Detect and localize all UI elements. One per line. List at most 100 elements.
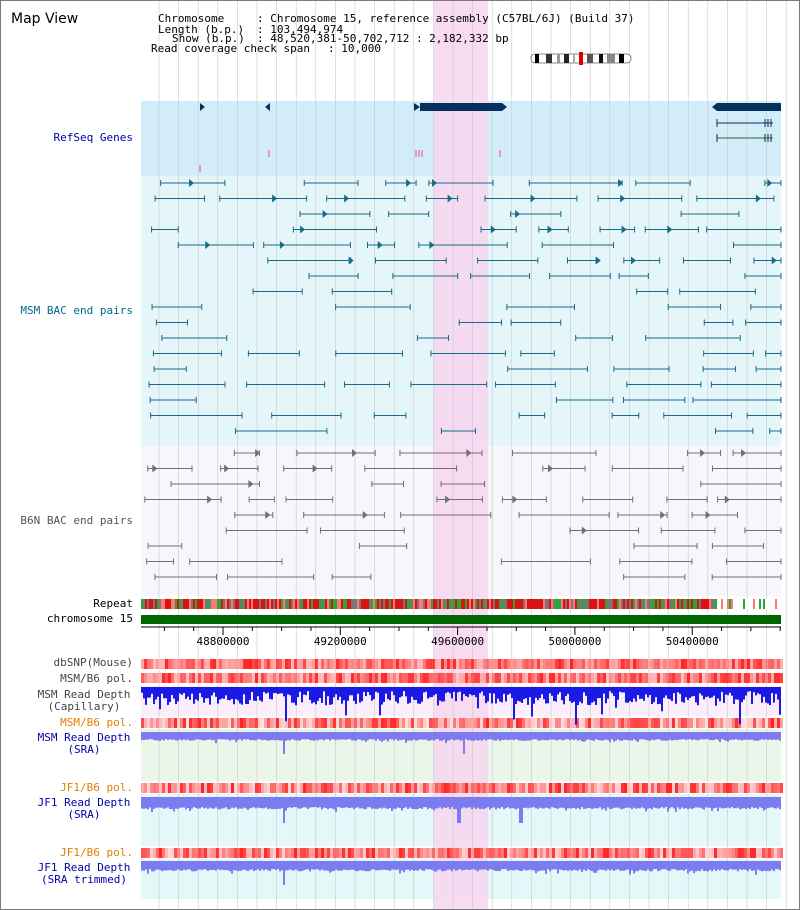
- pol-cell: [522, 718, 525, 728]
- depth-bar: [379, 732, 381, 741]
- depth-bar: [533, 687, 535, 704]
- track-label-refseq[interactable]: RefSeq Genes: [53, 131, 133, 144]
- pol-cell: [567, 848, 570, 858]
- pol-cell: [462, 659, 465, 669]
- pol-cell: [705, 718, 708, 728]
- pol-cell: [636, 848, 639, 858]
- track-label-jf1-pol-trim[interactable]: JF1/B6 pol.: [60, 846, 133, 859]
- depth-bar: [569, 687, 571, 702]
- pol-cell: [213, 848, 216, 858]
- depth-bar: [439, 861, 441, 870]
- pol-cell: [534, 673, 537, 683]
- pol-cell: [216, 673, 219, 683]
- pol-cell: [333, 659, 336, 669]
- pol-cell: [396, 718, 399, 728]
- depth-bar: [739, 797, 741, 810]
- pol-cell: [387, 659, 390, 669]
- depth-bar: [171, 797, 173, 810]
- pol-cell: [480, 659, 483, 669]
- grid-lines: [158, 1, 787, 909]
- track-label-msm-pol-sra[interactable]: MSM/B6 pol.: [60, 716, 133, 729]
- depth-bar: [623, 797, 625, 809]
- depth-bar: [691, 687, 693, 697]
- depth-bar: [421, 732, 423, 740]
- pol-cell: [585, 673, 588, 683]
- pol-cell: [180, 848, 183, 858]
- track-label-dbsnp[interactable]: dbSNP(Mouse): [53, 656, 133, 669]
- pol-cell: [372, 673, 375, 683]
- depth-bar: [363, 732, 365, 741]
- depth-bar: [271, 687, 273, 700]
- depth-bar: [731, 732, 733, 740]
- repeat-element: [239, 599, 241, 609]
- pol-cell: [648, 659, 651, 669]
- depth-bar: [169, 732, 171, 740]
- gene-arrow: [265, 103, 270, 111]
- pol-cell: [159, 659, 162, 669]
- depth-bar: [603, 732, 605, 741]
- depth-bar: [635, 797, 637, 809]
- depth-bar: [243, 732, 245, 740]
- pol-cell: [642, 848, 645, 858]
- pol-cell: [579, 673, 582, 683]
- repeat-element: [335, 599, 337, 609]
- depth-bar: [605, 797, 607, 811]
- track-label-jf1-trim-1[interactable]: JF1 Read Depth: [37, 861, 131, 874]
- depth-bar: [257, 732, 259, 740]
- depth-bar: [585, 861, 587, 872]
- repeat-element: [465, 599, 467, 609]
- depth-bar: [427, 732, 429, 741]
- depth-bar: [541, 797, 543, 809]
- depth-bar: [725, 861, 727, 871]
- pol-cell: [168, 848, 171, 858]
- track-label-msm-depth-cap-1[interactable]: MSM Read Depth: [37, 688, 131, 701]
- depth-bar: [381, 687, 383, 705]
- depth-bar: [241, 732, 243, 741]
- bac-end-glyph: [755, 194, 761, 203]
- pol-cell: [327, 718, 330, 728]
- track-label-jf1-depth-1[interactable]: JF1 Read Depth: [37, 796, 131, 809]
- pol-cell: [501, 659, 504, 669]
- depth-bar: [203, 687, 205, 703]
- pol-cell: [540, 783, 543, 793]
- track-label-msm-pol[interactable]: MSM/B6 pol.: [60, 672, 133, 685]
- track-label-repeat[interactable]: Repeat: [93, 597, 133, 610]
- depth-bar: [185, 861, 187, 871]
- track-label-msm-depth-sra-1[interactable]: MSM Read Depth: [37, 731, 131, 744]
- depth-bar: [289, 797, 291, 808]
- depth-bar: [683, 797, 685, 809]
- track-label-msm-bac[interactable]: MSM BAC end pairs: [20, 304, 133, 317]
- depth-bar: [563, 797, 565, 809]
- depth-bar: [619, 687, 621, 692]
- depth-bar: [247, 732, 249, 740]
- depth-bar: [625, 687, 627, 703]
- depth-bar: [383, 797, 385, 808]
- repeat-element: [329, 599, 331, 609]
- pol-cell: [234, 718, 237, 728]
- depth-bar: [295, 861, 297, 870]
- depth-bar: [173, 797, 175, 812]
- depth-bar: [497, 861, 499, 871]
- depth-bar: [309, 797, 311, 808]
- pol-cell: [342, 673, 345, 683]
- depth-bar: [161, 797, 163, 808]
- track-label-b6n-bac[interactable]: B6N BAC end pairs: [20, 514, 133, 527]
- bac-end-glyph: [581, 526, 587, 535]
- track-label-jf1-pol[interactable]: JF1/B6 pol.: [60, 781, 133, 794]
- pol-cell: [591, 718, 594, 728]
- pol-cell: [207, 673, 210, 683]
- pol-cell: [210, 783, 213, 793]
- depth-bar: [463, 687, 465, 695]
- depth-bar: [215, 861, 217, 871]
- pol-cell: [672, 718, 675, 728]
- depth-bar: [357, 687, 359, 694]
- depth-bar: [257, 797, 259, 808]
- depth-bar: [175, 687, 177, 705]
- repeat-element: [389, 599, 391, 609]
- pol-cell: [315, 718, 318, 728]
- pol-cell: [483, 718, 486, 728]
- depth-bar: [611, 687, 613, 694]
- pol-cell: [570, 848, 573, 858]
- depth-bar: [503, 732, 505, 740]
